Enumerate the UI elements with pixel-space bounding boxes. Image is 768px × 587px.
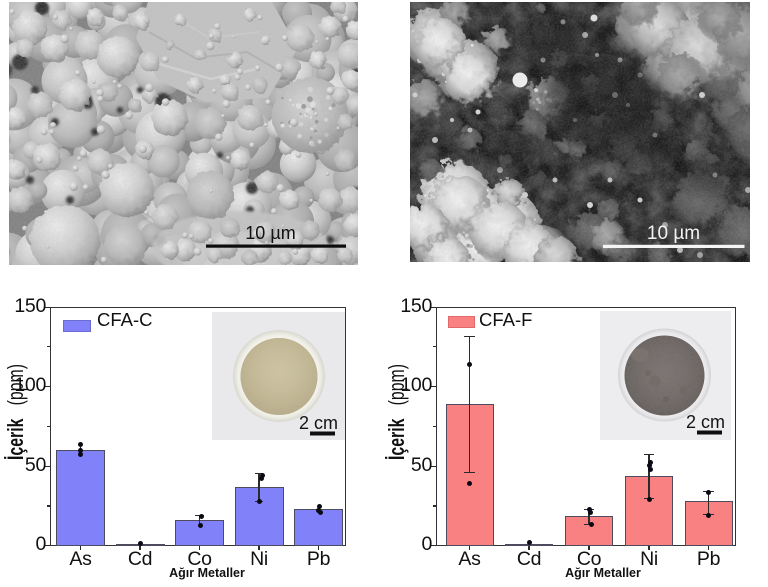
svg-text:2 cm: 2 cm [299,413,338,433]
svg-text:10 µm: 10 µm [245,223,295,243]
svg-text:2 cm: 2 cm [686,412,725,432]
svg-text:10 µm: 10 µm [647,223,700,244]
